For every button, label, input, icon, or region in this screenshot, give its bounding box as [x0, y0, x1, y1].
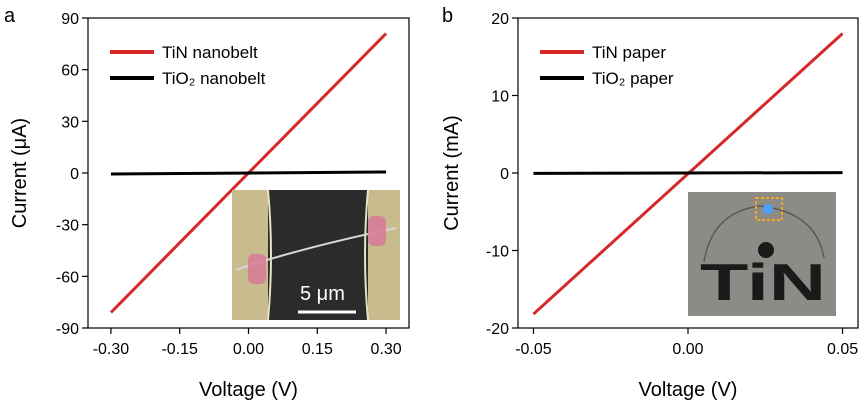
panel-b-xtick-label: 0.00	[672, 341, 703, 358]
panel-b-xtick-label: 0.05	[827, 341, 858, 358]
panel-a-ylabel: Current (μA)	[9, 118, 31, 228]
panel-a-ytick-label: -30	[56, 218, 79, 235]
panel-a-inset-image: 5 μm	[232, 189, 400, 321]
panel-a-plot-frame	[87, 17, 410, 329]
panel-b-plot-frame	[517, 17, 859, 329]
panel-a-xlabel: Voltage (V)	[199, 379, 298, 401]
panel-a-legend-label-1: TiO₂ nanobelt	[162, 69, 266, 88]
panel-a-ytick-label: 60	[61, 63, 79, 80]
panel-a-legend-label-0: TiN nanobelt	[162, 43, 258, 62]
inset-photo-text: TiN	[700, 254, 826, 312]
panel-b-xtick-label: -0.05	[515, 341, 552, 358]
panel-a: a -0.30 -0.15 0.00 0.15 0.30 -90 -60 -30 0 30 60 90…	[4, 5, 410, 401]
panel-b: b -0.05 0.00 0.05 -20 -10 0 10 20 TiN TiN paper…	[441, 5, 859, 401]
panel-a-xtick-label: 0.15	[302, 341, 333, 358]
panel-b-ytick-label: -10	[486, 244, 509, 261]
panel-b-xlabel: Voltage (V)	[639, 379, 738, 401]
panel-a-series-line-1	[110, 170, 387, 176]
panel-b-legend-label-0: TiN paper	[592, 43, 666, 62]
panel-a-ytick-label: -60	[56, 269, 79, 286]
panel-b-ytick-label: 20	[491, 11, 509, 28]
scale-bar-label: 5 μm	[300, 283, 345, 305]
panel-a-xtick-label: 0.30	[371, 341, 402, 358]
panel-a-ytick-label: 90	[61, 11, 79, 28]
panel-a-ytick-label: -90	[56, 321, 79, 338]
panel-a-ytick-label: 0	[70, 166, 79, 183]
panel-b-inset-image: TiN	[688, 192, 836, 316]
led-icon	[763, 204, 773, 214]
panel-b-ytick-label: 0	[500, 166, 509, 183]
panel-b-series-line-1	[533, 171, 843, 175]
panel-b-ytick-label: 10	[491, 89, 509, 106]
panel-a-xtick-label: -0.30	[93, 341, 130, 358]
panel-a-xtick-label: -0.15	[161, 341, 198, 358]
panel-a-ytick-label: 30	[61, 114, 79, 131]
panel-a-label: a	[4, 5, 16, 27]
panel-b-label: b	[442, 5, 453, 27]
panel-b-ylabel: Current (mA)	[441, 115, 463, 231]
panel-a-xtick-label: 0.00	[233, 341, 264, 358]
panel-b-ytick-label: -20	[486, 321, 509, 338]
led-highlight-box	[755, 197, 783, 221]
panel-b-legend-label-1: TiO₂ paper	[592, 69, 674, 88]
